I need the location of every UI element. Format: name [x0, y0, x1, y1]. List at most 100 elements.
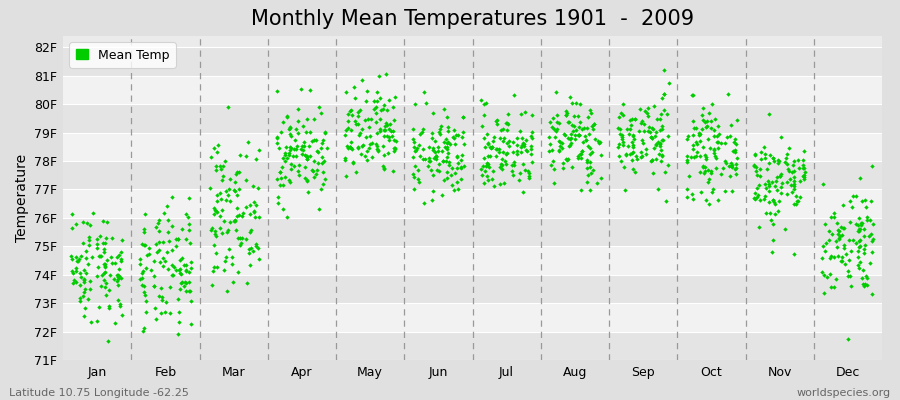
- Point: [65, 210, 79, 217]
- Point: [701, 179, 716, 185]
- Point: [111, 272, 125, 278]
- Point: [112, 273, 126, 279]
- Point: [661, 162, 675, 168]
- Point: [289, 146, 303, 152]
- Point: [441, 124, 455, 130]
- Point: [359, 88, 374, 94]
- Point: [300, 153, 314, 160]
- Point: [182, 288, 196, 294]
- Point: [610, 125, 625, 131]
- Point: [306, 168, 320, 175]
- Point: [780, 178, 795, 185]
- Point: [298, 152, 312, 158]
- Point: [710, 133, 724, 139]
- Point: [440, 144, 454, 150]
- Point: [252, 146, 266, 153]
- Point: [625, 157, 639, 163]
- Point: [159, 203, 174, 209]
- Point: [408, 144, 422, 151]
- Point: [287, 137, 302, 144]
- Point: [219, 188, 233, 194]
- Point: [475, 172, 490, 178]
- Point: [658, 168, 672, 175]
- Point: [773, 190, 788, 196]
- Point: [369, 110, 383, 116]
- Point: [555, 165, 570, 171]
- Point: [184, 265, 198, 271]
- Point: [724, 162, 739, 168]
- Point: [225, 278, 239, 285]
- Point: [775, 180, 789, 187]
- Point: [832, 228, 846, 234]
- Point: [273, 181, 287, 188]
- Point: [113, 275, 128, 281]
- Point: [111, 276, 125, 282]
- Point: [377, 127, 392, 133]
- Point: [249, 202, 264, 208]
- Point: [628, 153, 643, 159]
- Point: [224, 261, 238, 267]
- Point: [695, 112, 709, 118]
- Point: [244, 226, 258, 233]
- Point: [233, 235, 248, 241]
- Point: [182, 227, 196, 234]
- Point: [450, 179, 464, 185]
- Point: [286, 163, 301, 169]
- Point: [707, 150, 722, 156]
- Point: [373, 95, 387, 101]
- Point: [760, 166, 775, 172]
- Point: [230, 205, 244, 212]
- Point: [138, 242, 152, 248]
- Point: [593, 175, 608, 181]
- Point: [181, 214, 195, 220]
- Point: [752, 224, 767, 230]
- Point: [102, 287, 116, 293]
- Point: [72, 294, 86, 301]
- Point: [582, 107, 597, 113]
- Point: [834, 224, 849, 230]
- Point: [851, 228, 866, 234]
- Point: [855, 274, 869, 281]
- Point: [852, 259, 867, 265]
- Point: [761, 111, 776, 118]
- Point: [699, 123, 714, 130]
- Point: [728, 166, 742, 172]
- Point: [65, 224, 79, 231]
- Bar: [63, 47, 882, 76]
- Point: [247, 209, 261, 216]
- Point: [709, 155, 724, 161]
- Point: [97, 270, 112, 276]
- Point: [638, 146, 652, 152]
- Point: [137, 282, 151, 289]
- Point: [573, 151, 588, 158]
- Point: [660, 111, 674, 117]
- Point: [162, 238, 176, 244]
- Point: [215, 230, 230, 236]
- Point: [367, 98, 382, 105]
- Point: [230, 192, 245, 199]
- Point: [218, 158, 232, 164]
- Point: [93, 253, 107, 259]
- Point: [509, 151, 524, 157]
- Point: [349, 169, 364, 175]
- Point: [719, 160, 733, 166]
- Point: [772, 158, 787, 164]
- Point: [364, 116, 378, 122]
- Point: [519, 137, 534, 144]
- Point: [427, 110, 441, 116]
- Point: [786, 189, 800, 196]
- Point: [572, 101, 587, 108]
- Point: [499, 120, 513, 126]
- Point: [707, 153, 722, 159]
- Point: [340, 111, 355, 117]
- Point: [138, 292, 152, 298]
- Point: [659, 197, 673, 204]
- Point: [770, 174, 785, 180]
- Point: [502, 138, 517, 144]
- Point: [505, 168, 519, 174]
- Point: [340, 145, 355, 151]
- Point: [626, 144, 640, 150]
- Point: [284, 133, 299, 140]
- Point: [314, 186, 328, 192]
- Point: [857, 233, 871, 239]
